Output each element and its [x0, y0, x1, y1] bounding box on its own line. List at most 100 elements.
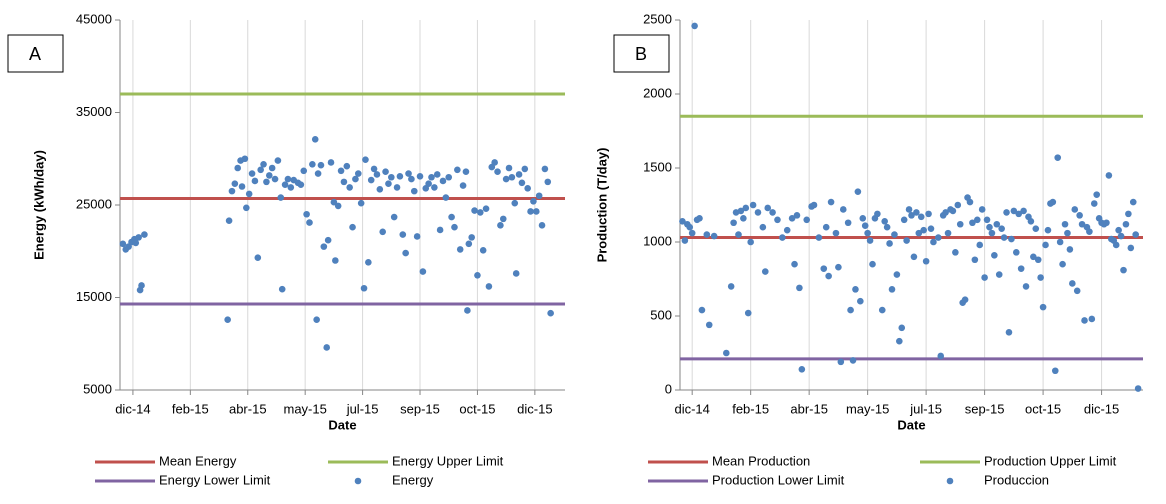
data-point	[754, 209, 762, 216]
data-point	[759, 223, 767, 231]
x-axis-title: Date	[897, 417, 925, 432]
data-point	[413, 233, 421, 240]
data-point	[538, 222, 546, 229]
data-point	[1010, 207, 1018, 215]
data-point	[1051, 367, 1059, 375]
data-point	[1054, 154, 1062, 161]
legend-label: Mean Production	[712, 453, 810, 468]
data-point	[705, 321, 713, 329]
data-point	[691, 22, 698, 30]
data-point	[973, 216, 981, 224]
data-point	[1071, 206, 1079, 213]
legend-swatch	[354, 477, 362, 485]
data-point	[1044, 226, 1052, 234]
data-point	[360, 284, 368, 292]
data-point	[935, 234, 942, 241]
data-point	[314, 170, 322, 177]
x-tick-label: oct-15	[459, 401, 495, 416]
data-point	[332, 257, 339, 264]
data-point	[428, 173, 435, 181]
data-point	[820, 265, 828, 272]
data-point	[1103, 219, 1110, 227]
data-point	[119, 240, 127, 248]
data-point	[847, 306, 854, 314]
data-point	[254, 254, 262, 262]
data-point	[696, 215, 703, 222]
data-point	[485, 283, 493, 290]
data-point	[983, 216, 991, 224]
data-point	[265, 172, 273, 179]
data-point	[737, 207, 745, 215]
data-point	[898, 324, 906, 332]
data-point	[891, 231, 898, 238]
y-axis-title: Energy (kWh/day)	[31, 150, 46, 260]
y-tick-label: 5000	[83, 381, 112, 396]
data-point	[419, 268, 427, 275]
x-tick-label: abr-15	[790, 401, 828, 416]
data-point	[1069, 280, 1076, 287]
y-tick-label: 2000	[643, 85, 672, 100]
data-point	[681, 237, 689, 244]
data-point	[357, 199, 365, 207]
data-point	[993, 220, 1001, 228]
data-point	[388, 173, 395, 181]
data-point	[869, 260, 876, 268]
y-tick-label: 0	[665, 381, 672, 396]
data-point	[238, 183, 246, 190]
data-point	[468, 234, 475, 241]
data-point	[920, 226, 927, 234]
data-point	[747, 238, 754, 246]
data-point	[1037, 274, 1044, 281]
data-point	[944, 229, 952, 237]
data-point	[761, 268, 769, 275]
data-point	[917, 213, 925, 221]
data-point	[512, 270, 520, 277]
legend-label: Mean Energy	[159, 453, 237, 468]
data-point	[798, 365, 806, 373]
data-point	[416, 173, 424, 180]
data-point	[456, 246, 464, 253]
data-point	[888, 286, 896, 293]
data-point	[810, 201, 818, 209]
y-tick-label: 35000	[76, 104, 112, 119]
data-point	[1115, 226, 1122, 234]
data-point	[138, 282, 145, 289]
data-point	[306, 219, 313, 226]
data-point	[735, 231, 742, 238]
data-point	[1032, 225, 1040, 232]
data-point	[225, 217, 233, 225]
data-point	[511, 199, 519, 207]
data-point	[248, 170, 256, 177]
data-point	[949, 207, 957, 215]
data-point	[905, 206, 913, 213]
chart-panel: dic-14 feb-15 abr-15 may-15 jul-15 sep-15 oct-…	[594, 11, 1143, 487]
data-point	[779, 234, 786, 241]
data-point	[278, 285, 286, 293]
data-point	[835, 263, 842, 271]
data-point	[978, 206, 986, 213]
data-point	[893, 271, 901, 278]
data-point	[393, 184, 401, 191]
data-point	[365, 259, 372, 266]
data-point	[686, 223, 694, 231]
data-point	[1064, 229, 1071, 237]
data-point	[433, 171, 441, 178]
data-point	[839, 206, 847, 213]
data-point	[925, 210, 932, 218]
data-point	[769, 209, 776, 216]
x-tick-label: may-15	[846, 401, 889, 416]
data-point	[910, 253, 918, 261]
data-point	[793, 212, 801, 219]
data-point	[971, 256, 979, 264]
data-point	[547, 309, 554, 317]
data-point	[896, 337, 903, 345]
data-point	[710, 232, 718, 240]
data-point	[385, 180, 392, 188]
data-point	[698, 306, 706, 314]
legend-label: Produccion	[984, 472, 1049, 487]
data-point	[376, 185, 384, 193]
data-point	[913, 209, 920, 216]
data-point	[764, 204, 772, 212]
data-point	[410, 187, 418, 195]
data-point	[135, 234, 142, 241]
